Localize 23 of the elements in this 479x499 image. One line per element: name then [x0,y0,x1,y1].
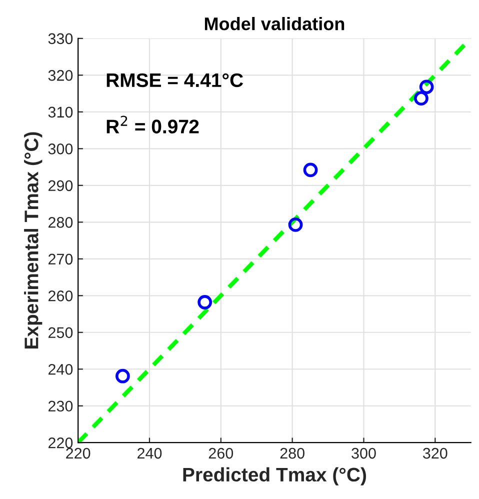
x-tick-label: 280 [280,448,304,459]
y-tick-label: 300 [48,144,73,154]
annotation: R$^{2}$ = 0.972 [106,116,199,134]
y-tick-label: 260 [48,290,73,302]
y-tick-label: 290 [48,180,73,192]
x-axis-title: Predicted Tmax (°C) [183,467,366,486]
y-tick-label: 320 [48,70,73,81]
y-tick-label: 220 [48,437,73,448]
y-tick-label: 330 [48,33,73,44]
y-tick-label: 250 [48,327,73,338]
y-tick-label: 310 [48,106,73,118]
x-tick-label: 240 [138,448,162,459]
y-axis-title: Experimental Tmax (°C) [24,132,42,348]
x-tick-label: 300 [352,448,376,459]
y-tick-label: 230 [48,400,73,412]
x-tick-label: 220 [66,448,90,459]
y-tick-label: 280 [48,217,73,228]
y-tick-label: 270 [48,254,73,265]
chart-title: Model validation [204,17,344,30]
x-tick-label: 260 [208,448,234,459]
x-tick-label: 320 [422,448,448,459]
y-tick-label: 240 [48,364,73,375]
annotation: RMSE = 4.41°C [106,73,244,88]
